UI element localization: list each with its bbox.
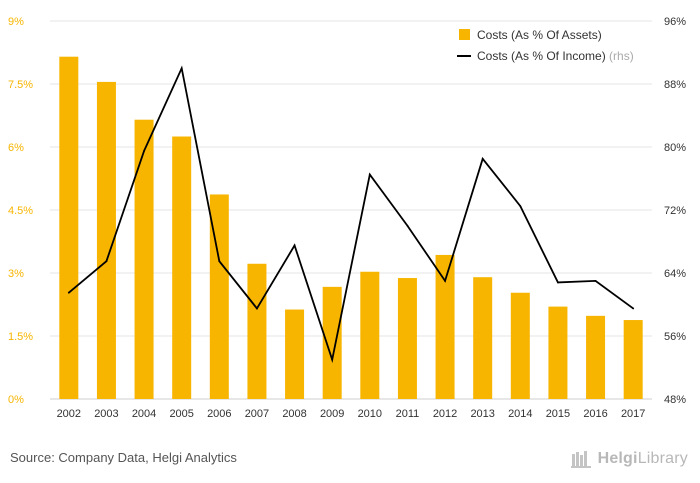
brand-logo: HelgiLibrary [570, 446, 688, 472]
left-tick-label: 0% [8, 394, 24, 406]
bar-2006 [209, 194, 229, 399]
left-tick-label: 4.5% [8, 205, 33, 217]
line-point-2013 [481, 157, 484, 160]
right-tick-label: 80% [664, 142, 686, 154]
left-axis: 0% 1.5% 3% 4.5% 6% 7.5% 9% [8, 16, 33, 406]
right-axis: 48% 56% 64% 72% 80% 88% 96% [664, 16, 686, 406]
line-point-2006 [218, 260, 221, 263]
line-point-2004 [143, 150, 145, 152]
line-point-2009 [331, 358, 334, 361]
x-tick-label: 2005 [169, 408, 193, 420]
library-logo-icon [570, 451, 591, 468]
line-point-2014 [519, 205, 522, 207]
bar-2008 [285, 309, 305, 399]
x-tick-label: 2017 [621, 408, 645, 420]
left-tick-label: 6% [8, 142, 24, 154]
source-note: Source: Company Data, Helgi Analytics [10, 450, 237, 465]
x-tick-label: 2004 [132, 408, 156, 420]
x-tick-label: 2009 [320, 408, 344, 420]
line-point-2007 [256, 307, 258, 310]
x-tick-label: 2012 [433, 408, 457, 420]
x-tick-label: 2002 [57, 408, 81, 420]
x-axis: 2002 2003 2004 2005 2006 2007 2008 2009 2010 2011… [57, 408, 646, 420]
x-tick-label: 2015 [546, 408, 570, 420]
left-tick-label: 3% [8, 268, 24, 280]
line-point-2003 [105, 260, 108, 263]
bar-2013 [473, 277, 493, 399]
right-tick-label: 56% [664, 331, 686, 343]
line-point-2011 [406, 224, 409, 227]
legend-swatch-assets [459, 29, 470, 40]
line-point-2016 [594, 279, 597, 282]
left-tick-label: 7.5% [8, 79, 33, 91]
legend-rhs-suffix: (rhs) [606, 49, 634, 63]
right-tick-label: 96% [664, 16, 686, 28]
right-tick-label: 64% [664, 268, 686, 280]
legend-label-income: Costs (As % Of Income) (rhs) [477, 49, 634, 63]
line-point-2017 [632, 307, 635, 310]
x-tick-label: 2014 [508, 408, 532, 420]
bar-2002 [59, 56, 79, 399]
x-tick-label: 2008 [282, 408, 306, 420]
x-tick-label: 2010 [358, 408, 382, 420]
bar-series [59, 56, 643, 400]
legend-label-assets: Costs (As % Of Assets) [477, 28, 602, 42]
x-tick-label: 2016 [583, 408, 607, 420]
x-tick-label: 2006 [207, 408, 231, 420]
x-tick-label: 2003 [94, 408, 118, 420]
bar-2009 [322, 286, 342, 399]
bar-2011 [397, 278, 417, 399]
bar-2010 [360, 271, 380, 399]
chart: 0% 1.5% 3% 4.5% 6% 7.5% 9% 48% 56% 64% 72% 80% 88% 9… [8, 16, 686, 420]
legend: Costs (As % Of Assets) Costs (As % Of In… [457, 28, 634, 63]
bar-2016 [586, 315, 606, 399]
left-tick-label: 9% [8, 16, 24, 28]
line-point-2008 [293, 244, 296, 247]
bar-2007 [247, 263, 267, 399]
x-tick-label: 2011 [396, 408, 420, 420]
brand-name-part2: Library [637, 450, 688, 467]
brand-name: HelgiLibrary [598, 450, 688, 468]
bar-2004 [134, 119, 154, 399]
right-tick-label: 48% [664, 394, 686, 406]
right-tick-label: 88% [664, 79, 686, 91]
x-tick-label: 2007 [245, 408, 269, 420]
line-point-2012 [444, 279, 446, 282]
right-tick-label: 72% [664, 205, 686, 217]
bar-2005 [172, 136, 192, 399]
line-series [67, 65, 635, 364]
line-point-2010 [368, 173, 371, 176]
left-tick-label: 1.5% [8, 331, 33, 343]
legend-label-income-text: Costs (As % Of Income) [477, 49, 606, 63]
footer: Source: Company Data, Helgi Analytics He… [0, 440, 700, 483]
bar-2014 [510, 292, 530, 399]
brand-name-part1: Helgi [597, 450, 638, 467]
bar-2015 [548, 306, 568, 399]
bar-2003 [96, 81, 116, 400]
bar-2017 [623, 320, 643, 399]
income-line [68, 65, 634, 364]
chart-area: 0% 1.5% 3% 4.5% 6% 7.5% 9% 48% 56% 64% 72% 80% 88% 9… [8, 16, 686, 420]
x-tick-label: 2013 [470, 408, 494, 420]
line-point-2002 [67, 291, 70, 294]
line-point-2015 [557, 281, 559, 284]
bar-2012 [435, 254, 455, 399]
line-point-2005 [180, 67, 183, 70]
